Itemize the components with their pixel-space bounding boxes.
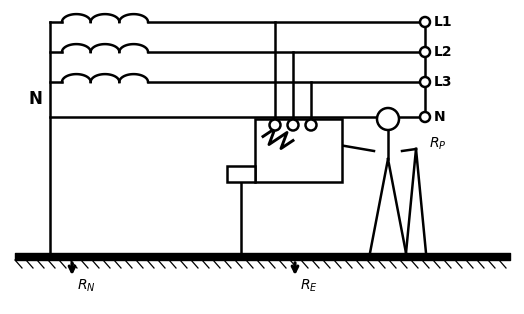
Circle shape: [420, 17, 430, 27]
Circle shape: [288, 120, 299, 131]
Circle shape: [377, 108, 399, 130]
Text: L2: L2: [434, 45, 453, 59]
Circle shape: [420, 112, 430, 122]
Circle shape: [420, 77, 430, 87]
Bar: [255, 119, 342, 182]
Text: L3: L3: [434, 75, 453, 89]
Text: $R_E$: $R_E$: [300, 278, 318, 294]
Text: $R_N$: $R_N$: [77, 278, 96, 294]
Text: N: N: [434, 110, 445, 124]
Text: N: N: [28, 90, 42, 109]
Circle shape: [269, 120, 280, 131]
Circle shape: [305, 120, 316, 131]
Text: L1: L1: [434, 15, 453, 29]
Bar: [227, 166, 255, 182]
Text: $R_P$: $R_P$: [429, 136, 446, 152]
Circle shape: [420, 47, 430, 57]
